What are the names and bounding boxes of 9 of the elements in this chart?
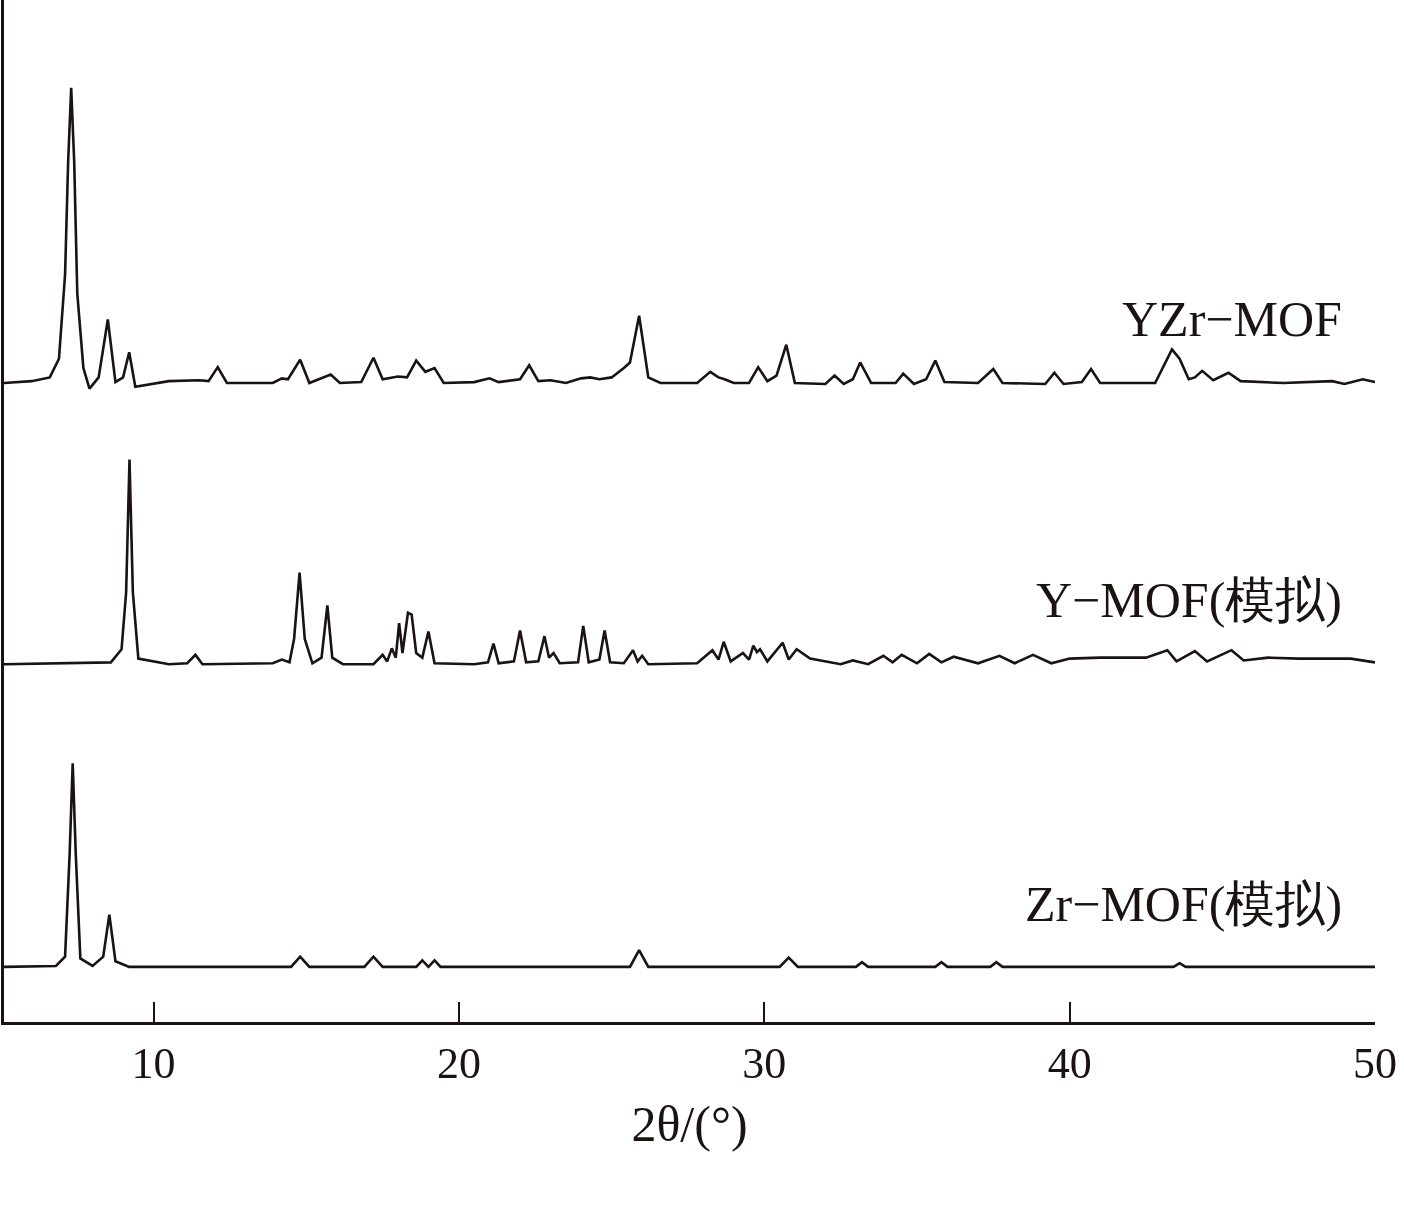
- x-tick-label: 10: [131, 1038, 176, 1088]
- series-label: Zr−MOF(模拟): [1025, 876, 1343, 932]
- x-tick-label: 40: [1047, 1038, 1092, 1088]
- x-tick-label: 20: [436, 1038, 481, 1088]
- series-label: YZr−MOF: [1122, 291, 1342, 347]
- x-tick-label: 30: [742, 1038, 787, 1088]
- x-axis-title: 2θ/(°): [631, 1096, 748, 1153]
- series-label: Y−MOF(模拟): [1036, 572, 1342, 628]
- x-tick-label: 50: [1353, 1038, 1397, 1088]
